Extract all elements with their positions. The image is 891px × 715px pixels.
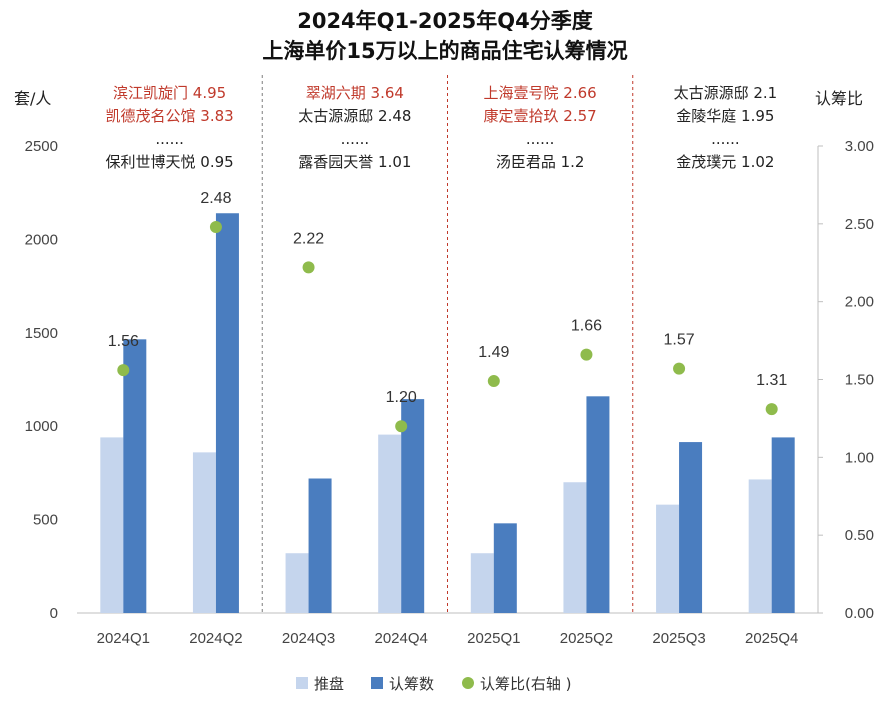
supply-bar bbox=[192, 452, 216, 613]
ratio-data-label: 1.20 bbox=[386, 389, 417, 406]
ratio-data-label: 1.49 bbox=[478, 344, 509, 361]
legend-swatch bbox=[296, 677, 308, 689]
legend-label: 认筹比(右轴 ) bbox=[480, 675, 571, 693]
ratio-data-label: 2.22 bbox=[293, 230, 324, 247]
subscription-bar bbox=[493, 523, 517, 613]
annotation-line: ...... bbox=[341, 130, 370, 148]
annotation-line: 太古源源邸 2.1 bbox=[674, 84, 778, 102]
annotation-line: 翠湖六期 3.64 bbox=[306, 84, 404, 102]
subscription-bar bbox=[771, 437, 795, 613]
left-y-tick-label: 2000 bbox=[25, 231, 58, 248]
ratio-point bbox=[209, 220, 222, 233]
annotation-line: 太古源源邸 2.48 bbox=[298, 107, 411, 125]
supply-bar bbox=[285, 553, 309, 613]
annotation-line: 汤臣君品 1.2 bbox=[496, 153, 585, 171]
ratio-point bbox=[673, 362, 686, 375]
legend-swatch bbox=[371, 677, 383, 689]
right-y-tick-label: 2.00 bbox=[845, 294, 874, 311]
annotation-line: 凯德茂名公馆 3.83 bbox=[106, 107, 234, 125]
subscription-bar bbox=[586, 396, 610, 613]
annotation-line: 露香园天誉 1.01 bbox=[298, 153, 411, 171]
subscription-bar bbox=[401, 399, 425, 613]
annotation-line: ...... bbox=[711, 130, 740, 148]
legend: 推盘 认筹数 认筹比(右轴 ) bbox=[296, 675, 571, 693]
x-tick-label: 2024Q2 bbox=[189, 630, 242, 647]
x-tick-label: 2025Q4 bbox=[745, 630, 798, 647]
annotation-line: ...... bbox=[155, 130, 184, 148]
ratio-data-label: 1.31 bbox=[756, 372, 787, 389]
label-layer: 1.56 2.48 2.22 1.20 1.49 1.66 1.57 1.31 bbox=[108, 190, 788, 406]
annotation-line: 康定壹拾玖 2.57 bbox=[484, 107, 597, 125]
supply-bar bbox=[563, 482, 587, 613]
left-y-tick-label: 0 bbox=[50, 605, 58, 622]
chart-title-line-2: 上海单价15万以上的商品住宅认筹情况 bbox=[262, 39, 627, 63]
legend-swatch bbox=[462, 677, 474, 689]
x-tick-label: 2024Q3 bbox=[282, 630, 335, 647]
ratio-data-label: 2.48 bbox=[200, 190, 231, 207]
annotation-line: 滨江凯旋门 4.95 bbox=[113, 84, 226, 102]
right-y-tick-label: 1.50 bbox=[845, 372, 874, 389]
left-y-tick-label: 1000 bbox=[25, 418, 58, 435]
right-axis-unit-label: 认筹比 bbox=[815, 89, 863, 108]
right-y-tick-label: 0.50 bbox=[845, 527, 874, 544]
x-tick-label: 2025Q2 bbox=[560, 630, 613, 647]
legend-label: 推盘 bbox=[314, 675, 344, 693]
annotation-line: 金陵华庭 1.95 bbox=[676, 107, 774, 125]
right-y-tick-label: 3.00 bbox=[845, 138, 874, 155]
ratio-point bbox=[580, 348, 593, 361]
annotation-line: 金茂璞元 1.02 bbox=[676, 153, 774, 171]
bar-layer bbox=[100, 213, 795, 614]
subscription-bar bbox=[215, 213, 239, 614]
ratio-data-label: 1.56 bbox=[108, 333, 139, 350]
chart-title: 2024年Q1-2025年Q4分季度 上海单价15万以上的商品住宅认筹情况 bbox=[262, 9, 627, 63]
subscription-bar bbox=[679, 442, 703, 613]
x-tick-label: 2025Q1 bbox=[467, 630, 520, 647]
x-tick-label: 2025Q3 bbox=[652, 630, 705, 647]
left-y-tick-label: 2500 bbox=[25, 138, 58, 155]
ratio-point bbox=[117, 364, 130, 377]
supply-bar bbox=[656, 504, 680, 613]
supply-bar bbox=[378, 434, 402, 613]
annotation-layer: 滨江凯旋门 4.95 凯德茂名公馆 3.83...... 保利世博天悦 0.95 翠湖… bbox=[106, 84, 778, 171]
right-y-tick-label: 1.00 bbox=[845, 449, 874, 466]
ratio-point bbox=[395, 420, 408, 433]
ratio-point bbox=[302, 261, 315, 274]
left-axis-unit-label: 套/人 bbox=[14, 89, 51, 108]
axis-layer: 0 500 1000 1500 2000 2500 0.00 0.50 1.00 1.50 2.00… bbox=[25, 138, 874, 647]
ratio-data-label: 1.66 bbox=[571, 318, 602, 335]
supply-bar bbox=[748, 479, 772, 613]
ratio-point bbox=[765, 403, 778, 416]
legend-label: 认筹数 bbox=[389, 675, 434, 693]
supply-bar bbox=[470, 553, 494, 613]
x-tick-label: 2024Q4 bbox=[374, 630, 427, 647]
annotation-line: ...... bbox=[526, 130, 555, 148]
left-y-tick-label: 1500 bbox=[25, 325, 58, 342]
x-tick-label: 2024Q1 bbox=[97, 630, 150, 647]
subscription-bar bbox=[123, 339, 147, 613]
left-y-tick-label: 500 bbox=[33, 512, 58, 529]
supply-bar bbox=[100, 437, 124, 613]
annotation-line: 上海壹号院 2.66 bbox=[484, 84, 597, 102]
subscription-bar bbox=[308, 478, 332, 613]
ratio-data-label: 1.57 bbox=[663, 332, 694, 349]
right-y-tick-label: 0.00 bbox=[845, 605, 874, 622]
chart-title-line-1: 2024年Q1-2025年Q4分季度 bbox=[297, 9, 593, 33]
annotation-line: 保利世博天悦 0.95 bbox=[106, 153, 234, 171]
point-layer bbox=[117, 220, 778, 433]
right-y-tick-label: 2.50 bbox=[845, 216, 874, 233]
ratio-point bbox=[487, 375, 500, 388]
